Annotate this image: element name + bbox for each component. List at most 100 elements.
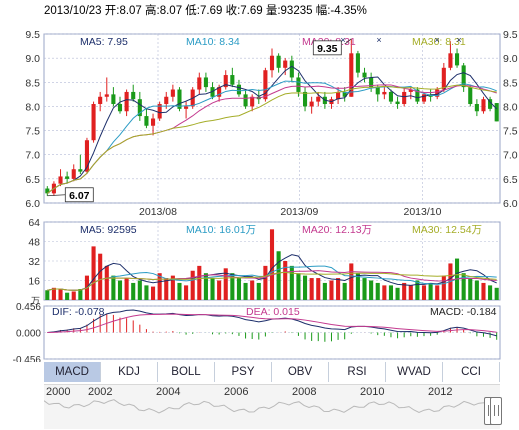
volume-bar xyxy=(309,278,314,300)
volume-bar xyxy=(269,229,275,300)
candle-body xyxy=(223,75,228,88)
price-axis-label-right: 7.0 xyxy=(503,150,518,162)
timeline-year: 2002 xyxy=(88,386,113,398)
timeline-year: 2000 xyxy=(46,386,71,398)
price-ma-label: MA30: 8.31 xyxy=(412,36,466,48)
price-axis-label-left: 6.0 xyxy=(25,198,40,210)
candle-body xyxy=(448,53,453,68)
tab-wvad[interactable]: WVAD xyxy=(386,362,443,382)
candle-body xyxy=(45,188,50,194)
tab-boll[interactable]: BOLL xyxy=(158,362,215,382)
volume-bar xyxy=(388,285,394,300)
volume-bar xyxy=(71,291,76,300)
volume-bar xyxy=(441,275,446,300)
volume-bar xyxy=(369,280,374,300)
macd-dea-line xyxy=(47,313,497,333)
candle-body xyxy=(336,91,341,100)
volume-bar xyxy=(276,251,281,300)
low-value-label: 6.07 xyxy=(69,190,90,202)
volume-bar xyxy=(45,290,50,300)
candle-body xyxy=(104,94,109,97)
price-axis-label-right: 7.5 xyxy=(503,126,518,138)
candle-body xyxy=(250,96,255,107)
candle-body xyxy=(461,65,466,88)
volume-bar xyxy=(474,280,479,300)
volume-bar xyxy=(190,270,195,300)
volume-bar xyxy=(302,275,308,300)
candle-body xyxy=(468,87,473,105)
candle-body xyxy=(494,103,499,122)
low-value-box xyxy=(64,187,94,203)
candle-body xyxy=(197,77,202,90)
candle-body xyxy=(157,104,162,119)
price-axis-label-right: 6.5 xyxy=(503,174,518,186)
price-axis-label-right: 9.5 xyxy=(503,29,518,41)
candle-body xyxy=(435,89,440,97)
tab-psy[interactable]: PSY xyxy=(215,362,272,382)
timeline-year: 2006 xyxy=(224,386,249,398)
volume-axis-label: 48 xyxy=(28,237,40,249)
volume-ma-label: MA30: 12.54万 xyxy=(412,224,482,236)
tab-obv[interactable]: OBV xyxy=(272,362,329,382)
high-pointer xyxy=(345,38,352,45)
volume-bar xyxy=(322,282,327,300)
candle-body xyxy=(388,91,394,102)
event-marker-icon: × xyxy=(376,35,381,45)
candle-body xyxy=(269,55,275,71)
stock-chart[interactable]: 9.5 9.5 9.0 9.0 8.5 8.5 8.0 8.0 7.5 7.5 7.0 7.0 6.5 6… xyxy=(0,0,519,362)
candle-body xyxy=(296,77,301,92)
candle-body xyxy=(111,94,116,105)
candle-body xyxy=(441,67,446,90)
volume-ma-line xyxy=(47,254,497,291)
candle-body xyxy=(236,84,242,95)
candle-body xyxy=(164,96,169,105)
price-axis-label-right: 8.0 xyxy=(503,101,518,113)
price-ma-line xyxy=(47,65,498,194)
volume-bar xyxy=(236,278,242,300)
volume-bar xyxy=(415,280,420,300)
volume-bar xyxy=(349,263,354,300)
indicator-tabs[interactable]: MACD KDJ BOLL PSY OBV RSI WVAD CCI xyxy=(44,362,500,382)
tab-cci[interactable]: CCI xyxy=(443,362,500,382)
volume-bar xyxy=(111,275,116,300)
volume-bar xyxy=(263,265,268,300)
volume-bar xyxy=(256,282,261,300)
volume-axis-label: 32 xyxy=(28,256,40,268)
price-axis-label-left: 9.5 xyxy=(25,29,40,41)
candle-body xyxy=(217,87,222,97)
volume-bar xyxy=(362,278,367,300)
price-axis-label-left: 8.0 xyxy=(25,101,40,113)
candle-body xyxy=(124,91,129,112)
date-axis-label: 2013/09 xyxy=(280,206,318,218)
candle-body xyxy=(342,91,347,97)
volume-ma-label: MA20: 12.13万 xyxy=(302,224,372,236)
tab-rsi[interactable]: RSI xyxy=(329,362,386,382)
volume-bar xyxy=(375,282,380,300)
candle-body xyxy=(184,106,189,109)
event-marker-icon: × xyxy=(456,35,461,45)
candle-body xyxy=(415,89,420,102)
volume-bar xyxy=(243,282,248,300)
price-axis-label-left: 9.0 xyxy=(25,53,40,65)
candle-body xyxy=(421,94,427,102)
range-handle-right[interactable] xyxy=(490,397,502,425)
volume-bar xyxy=(230,273,235,300)
timeline-navigator[interactable]: 2000 2002 2004 2006 2008 2010 2012 xyxy=(44,384,502,429)
volume-bar xyxy=(382,285,387,300)
candle-body xyxy=(349,53,354,97)
low-pointer xyxy=(47,194,66,197)
candle-body xyxy=(71,169,76,179)
volume-bar xyxy=(283,261,288,300)
macd-dif-label: DIF: -0.078 xyxy=(52,306,105,318)
tab-kdj[interactable]: KDJ xyxy=(101,362,158,382)
volume-bar xyxy=(481,282,486,300)
tab-macd[interactable]: MACD xyxy=(44,362,101,382)
price-ma-label: MA10: 8.34 xyxy=(186,36,240,48)
macd-axis-label: 0.000 xyxy=(16,329,41,340)
candle-body xyxy=(144,116,149,126)
candle-body xyxy=(302,91,308,107)
candle-body xyxy=(408,89,413,92)
event-marker-icon: × xyxy=(340,35,345,45)
candle-body xyxy=(481,99,486,112)
candle-body xyxy=(283,60,288,68)
